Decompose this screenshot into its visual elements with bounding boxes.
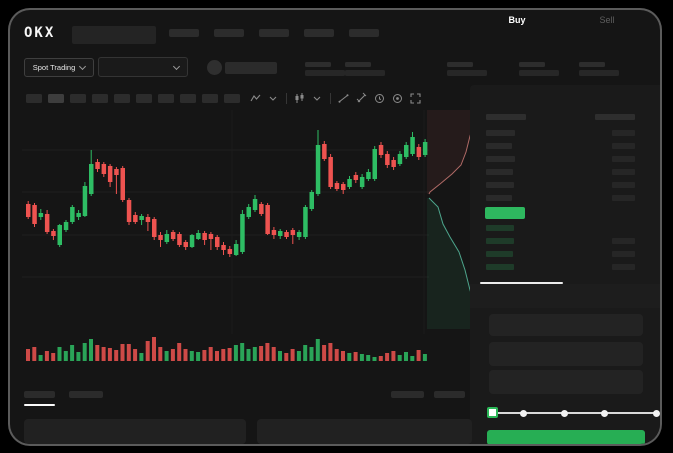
ticker-stat	[305, 62, 350, 84]
active-tab-underline	[480, 282, 563, 284]
interval-block[interactable]	[158, 94, 174, 103]
bottom-link-placeholder[interactable]	[391, 391, 424, 398]
market-type-label: Spot Trading	[32, 63, 76, 72]
interval-block[interactable]	[114, 94, 130, 103]
header-search-placeholder[interactable]	[72, 26, 156, 44]
amount-slider-handle[interactable]	[487, 407, 498, 418]
toolbar-separator	[286, 93, 287, 104]
toolbar-separator	[330, 93, 331, 104]
bottom-active-tab-underline	[24, 404, 55, 406]
orders-table-placeholder	[24, 419, 246, 444]
candle-style-icon[interactable]	[294, 93, 305, 104]
amount-slider-track[interactable]	[490, 412, 656, 414]
coin-avatar	[207, 60, 222, 75]
ticker-stat	[345, 62, 390, 84]
interval-block[interactable]	[224, 94, 240, 103]
indicators-icon[interactable]	[250, 93, 261, 104]
slider-stop[interactable]	[520, 410, 527, 417]
chevron-down-icon	[172, 62, 181, 70]
trade-tabs-bar	[470, 284, 660, 308]
market-type-selector[interactable]: Spot Trading	[24, 58, 94, 77]
last-price-pill[interactable]	[485, 207, 525, 219]
nav-placeholders[interactable]	[169, 29, 379, 37]
submit-buy-button[interactable]	[487, 430, 645, 444]
pair-selector-dropdown[interactable]	[98, 57, 188, 77]
tab-sell[interactable]: Sell	[599, 15, 615, 25]
interval-block[interactable]	[180, 94, 196, 103]
slider-stop[interactable]	[561, 410, 568, 417]
chart-toolbar-icons[interactable]	[250, 92, 421, 105]
tab-buy[interactable]: Buy	[508, 15, 526, 25]
slider-stop[interactable]	[653, 410, 660, 417]
order-input-field[interactable]	[489, 370, 643, 394]
ticker-stat	[447, 62, 492, 84]
ticker-stat	[519, 62, 564, 84]
app-window: OKX Spot Trading Buy Sell	[8, 8, 662, 446]
settings-icon[interactable]	[392, 93, 403, 104]
chevron-down-icon[interactable]	[268, 93, 279, 104]
trendline-icon[interactable]	[338, 93, 349, 104]
measure-icon[interactable]	[356, 92, 367, 104]
volume-chart	[26, 337, 427, 361]
order-input-field[interactable]	[489, 342, 643, 366]
bottom-tab-history[interactable]	[69, 391, 103, 398]
pair-name-placeholder	[225, 62, 277, 74]
candlestick-chart[interactable]	[22, 110, 429, 334]
interval-block[interactable]	[70, 94, 86, 103]
chevron-down-icon[interactable]	[312, 93, 323, 104]
interval-block[interactable]	[136, 94, 152, 103]
okx-logo: OKX	[24, 25, 56, 41]
interval-block[interactable]	[48, 94, 64, 103]
fullscreen-icon[interactable]	[410, 93, 421, 104]
chevron-down-icon	[79, 62, 87, 71]
interval-block[interactable]	[202, 94, 218, 103]
interval-block[interactable]	[92, 94, 108, 103]
timeframe-placeholders[interactable]	[26, 94, 240, 103]
bottom-tab-orders[interactable]	[24, 391, 55, 398]
bottom-link-placeholder[interactable]	[434, 391, 465, 398]
order-input-field[interactable]	[489, 314, 643, 336]
interval-block[interactable]	[26, 94, 42, 103]
ticker-stat	[579, 62, 624, 84]
slider-stop[interactable]	[601, 410, 608, 417]
depth-chart	[427, 109, 480, 330]
snapshot-icon[interactable]	[374, 93, 385, 104]
orders-table-placeholder	[257, 419, 472, 444]
